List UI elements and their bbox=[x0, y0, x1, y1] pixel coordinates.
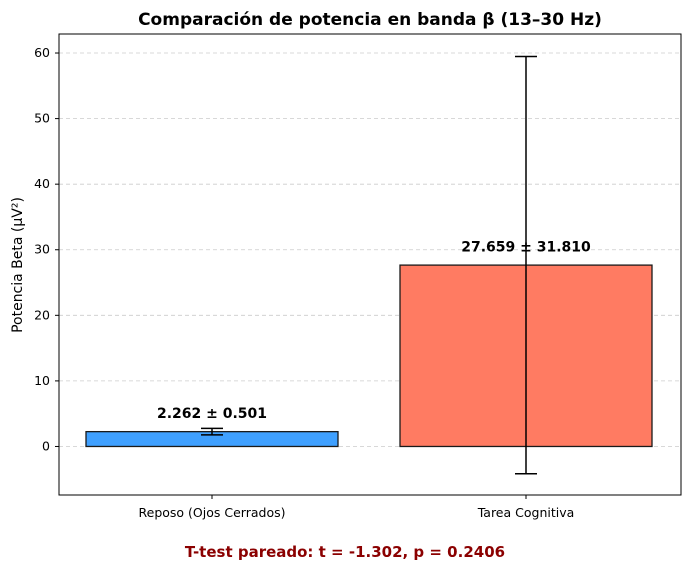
t-test-result: T-test pareado: t = -1.302, p = 0.2406 bbox=[184, 543, 506, 561]
error-bars bbox=[201, 55, 537, 475]
bar-value-label: 2.262 ± 0.501 bbox=[157, 406, 267, 422]
plot-frame bbox=[58, 33, 682, 496]
axis-ticks: 0 10 20 30 40 50 60 Reposo (Ojos Cerrados) Tarea… bbox=[34, 45, 574, 520]
y-tick-label: 60 bbox=[34, 45, 50, 60]
bar-chart: 0 10 20 30 40 50 60 Reposo (Ojos Cerrados) Tarea… bbox=[10, 10, 682, 520]
chart-title: Comparación de potencia en banda β (13–3… bbox=[138, 10, 602, 30]
y-tick-label: 30 bbox=[34, 242, 50, 257]
value-labels: 2.262 ± 0.501 27.659 ± 31.810 bbox=[157, 239, 591, 422]
y-tick-label: 10 bbox=[34, 373, 50, 388]
y-tick-label: 40 bbox=[34, 176, 50, 191]
y-tick-label: 50 bbox=[34, 111, 50, 126]
y-tick-label: 20 bbox=[34, 307, 50, 322]
x-tick-label: Tarea Cognitiva bbox=[477, 505, 575, 520]
x-tick-label: Reposo (Ojos Cerrados) bbox=[139, 505, 286, 520]
y-tick-label: 0 bbox=[42, 438, 50, 453]
bar-value-label: 27.659 ± 31.810 bbox=[461, 239, 591, 255]
y-axis-label: Potencia Beta (μV²) bbox=[10, 197, 26, 333]
